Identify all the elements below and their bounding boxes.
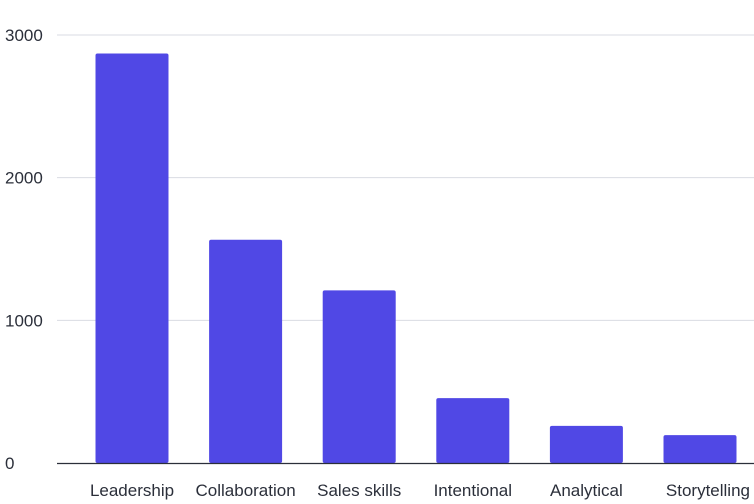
x-tick-label: Collaboration — [196, 481, 296, 500]
x-tick-label: Analytical — [550, 481, 623, 500]
x-axis-ticks: Leadership Collaboration Sales skills Inten… — [90, 481, 750, 500]
bar-sales-skills — [322, 290, 396, 463]
x-tick-label: Leadership — [90, 481, 174, 500]
bar-intentional — [436, 398, 510, 463]
bar-leadership — [95, 53, 169, 464]
x-tick-label: Intentional — [434, 481, 512, 500]
y-tick-label: 2000 — [5, 169, 43, 188]
y-axis-ticks: 0 1000 2000 3000 — [5, 26, 43, 473]
bar-analytical — [549, 425, 623, 463]
x-tick-label: Storytelling — [666, 481, 750, 500]
x-tick-label: Sales skills — [317, 481, 401, 500]
bar-storytelling — [663, 435, 737, 463]
y-tick-label: 3000 — [5, 26, 43, 45]
y-tick-label: 1000 — [5, 311, 43, 330]
y-tick-label: 0 — [5, 454, 14, 473]
gridlines — [57, 34, 754, 321]
bars — [95, 53, 737, 464]
bar-collaboration — [209, 239, 283, 463]
